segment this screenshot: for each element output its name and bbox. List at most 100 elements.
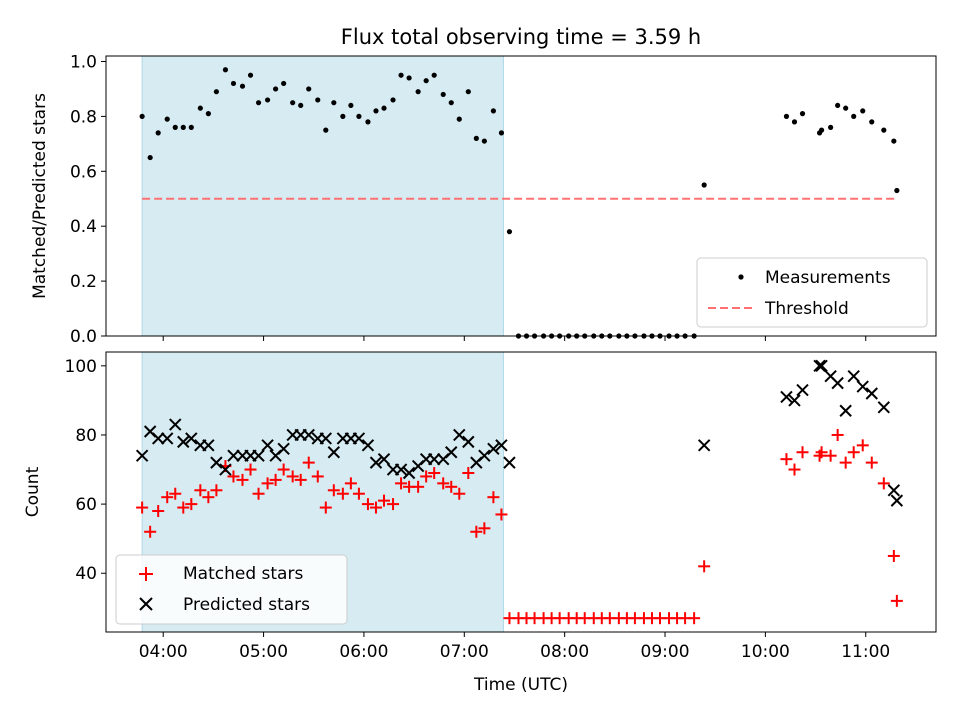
predicted-stars-point xyxy=(402,466,416,480)
x-tick-label: 08:00 xyxy=(540,642,589,662)
measurement-point xyxy=(456,116,462,122)
matched-stars-point xyxy=(152,505,165,518)
matched-stars-point xyxy=(261,477,274,490)
matched-stars-point xyxy=(831,428,844,441)
predicted-stars-point xyxy=(161,432,174,445)
measurement-point xyxy=(818,127,825,133)
measurement-point xyxy=(440,91,446,98)
measurement-point xyxy=(213,89,219,95)
predicted-stars-point xyxy=(478,449,491,462)
predicted-stars-point xyxy=(856,380,869,393)
measurement-point xyxy=(701,182,707,188)
measurement-point xyxy=(255,100,262,106)
predicted-stars-point xyxy=(780,390,793,404)
matched-stars-point xyxy=(890,594,903,607)
y-tick-label: 60 xyxy=(75,495,97,515)
matched-stars-point xyxy=(294,473,307,486)
matched-stars-point xyxy=(796,446,809,459)
matched-stars-point xyxy=(865,456,878,469)
x-tick-label: 06:00 xyxy=(339,642,388,662)
predicted-stars-point xyxy=(427,452,441,466)
measurement-point xyxy=(791,119,798,125)
measurement-point xyxy=(506,229,513,235)
x-tick-label: 05:00 xyxy=(239,642,288,662)
measurement-point xyxy=(881,127,887,133)
ratio-y-ticks: 0.0 0.2 0.4 0.6 0.8 1.0 xyxy=(70,52,106,347)
predicted-stars-legend-marker xyxy=(139,597,153,611)
predicted-stars-point xyxy=(831,376,844,390)
matched-stars-point xyxy=(395,477,408,490)
measurement-point xyxy=(298,102,304,109)
matched-stars-point xyxy=(327,484,340,497)
measurement-point xyxy=(290,100,296,106)
measurement-point xyxy=(481,138,487,144)
matched-stars-point xyxy=(824,449,837,462)
measurement-point xyxy=(230,80,237,87)
predicted-stars-point xyxy=(369,456,383,469)
y-tick-label: 80 xyxy=(75,426,97,446)
chart-title: Flux total observing time = 3.59 h xyxy=(341,25,701,49)
matched-stars-point xyxy=(378,494,391,507)
measurement-point xyxy=(398,72,404,78)
measurement-point xyxy=(891,138,897,144)
measurement-point xyxy=(843,105,849,111)
measurement-point xyxy=(894,187,900,194)
matched-stars-point xyxy=(495,508,508,521)
y-tick-label: 100 xyxy=(65,357,97,377)
y-tick-label: 0.8 xyxy=(70,107,97,127)
matched-stars-point xyxy=(244,463,257,476)
measurement-point xyxy=(222,67,229,73)
measurement-point xyxy=(406,75,412,81)
predicted-stars-series xyxy=(135,359,904,507)
predicted-stars-point xyxy=(252,449,265,462)
y-tick-label: 40 xyxy=(75,564,97,584)
measurement-point xyxy=(188,124,194,130)
matched-stars-point xyxy=(194,484,207,497)
measurements-legend-label: Measurements xyxy=(765,268,891,288)
predicted-stars-point xyxy=(319,432,333,445)
measurement-point xyxy=(498,130,505,136)
measurement-point xyxy=(239,83,246,89)
measurement-point xyxy=(828,124,834,130)
x-tick-label: 04:00 xyxy=(139,642,188,662)
matched-stars-point xyxy=(437,477,450,490)
x-tick-label: 07:00 xyxy=(440,642,489,662)
measurement-point xyxy=(180,124,186,130)
predicted-stars-point xyxy=(219,463,232,476)
matched-stars-point xyxy=(420,470,433,483)
matched-stars-point xyxy=(236,473,249,486)
matched-stars-point xyxy=(352,487,365,500)
measurement-point xyxy=(423,78,429,84)
matched-stars-point xyxy=(252,487,265,500)
ratio-y-axis-label: Matched/Predicted stars xyxy=(30,93,50,299)
count-legend: Matched stars Predicted stars xyxy=(115,554,348,625)
measurement-point xyxy=(281,80,287,87)
measurement-point xyxy=(264,97,271,103)
threshold-legend-label: Threshold xyxy=(764,299,849,319)
matched-stars-point xyxy=(428,466,441,479)
ratio-legend-box xyxy=(696,257,928,328)
measurement-point xyxy=(783,113,790,119)
measurement-point xyxy=(155,130,161,136)
predicted-stars-point xyxy=(210,456,223,469)
predicted-stars-point xyxy=(495,439,508,452)
measurement-point xyxy=(465,89,471,95)
matched-stars-point xyxy=(136,501,149,514)
matched-stars-point xyxy=(780,453,793,466)
measurement-point xyxy=(869,119,875,125)
matched-stars-point xyxy=(286,470,299,483)
matched-stars-point xyxy=(302,456,315,469)
x-tick-label: 09:00 xyxy=(641,642,690,662)
matched-stars-point xyxy=(856,439,869,452)
measurement-point xyxy=(490,108,497,114)
matched-stars-point xyxy=(478,522,491,535)
count-panel: 40 60 80 100 04:00 05:00 06:00 07:00 08:00 09:00… xyxy=(23,351,937,695)
predicted-stars-point xyxy=(352,432,366,445)
matched-stars-point xyxy=(185,498,198,511)
measurement-point xyxy=(348,102,354,109)
predicted-stars-point xyxy=(865,387,878,400)
matched-stars-point xyxy=(445,480,458,493)
matched-stars-point xyxy=(387,498,400,511)
matched-stars-series xyxy=(136,428,903,625)
predicted-stars-point xyxy=(462,435,475,449)
